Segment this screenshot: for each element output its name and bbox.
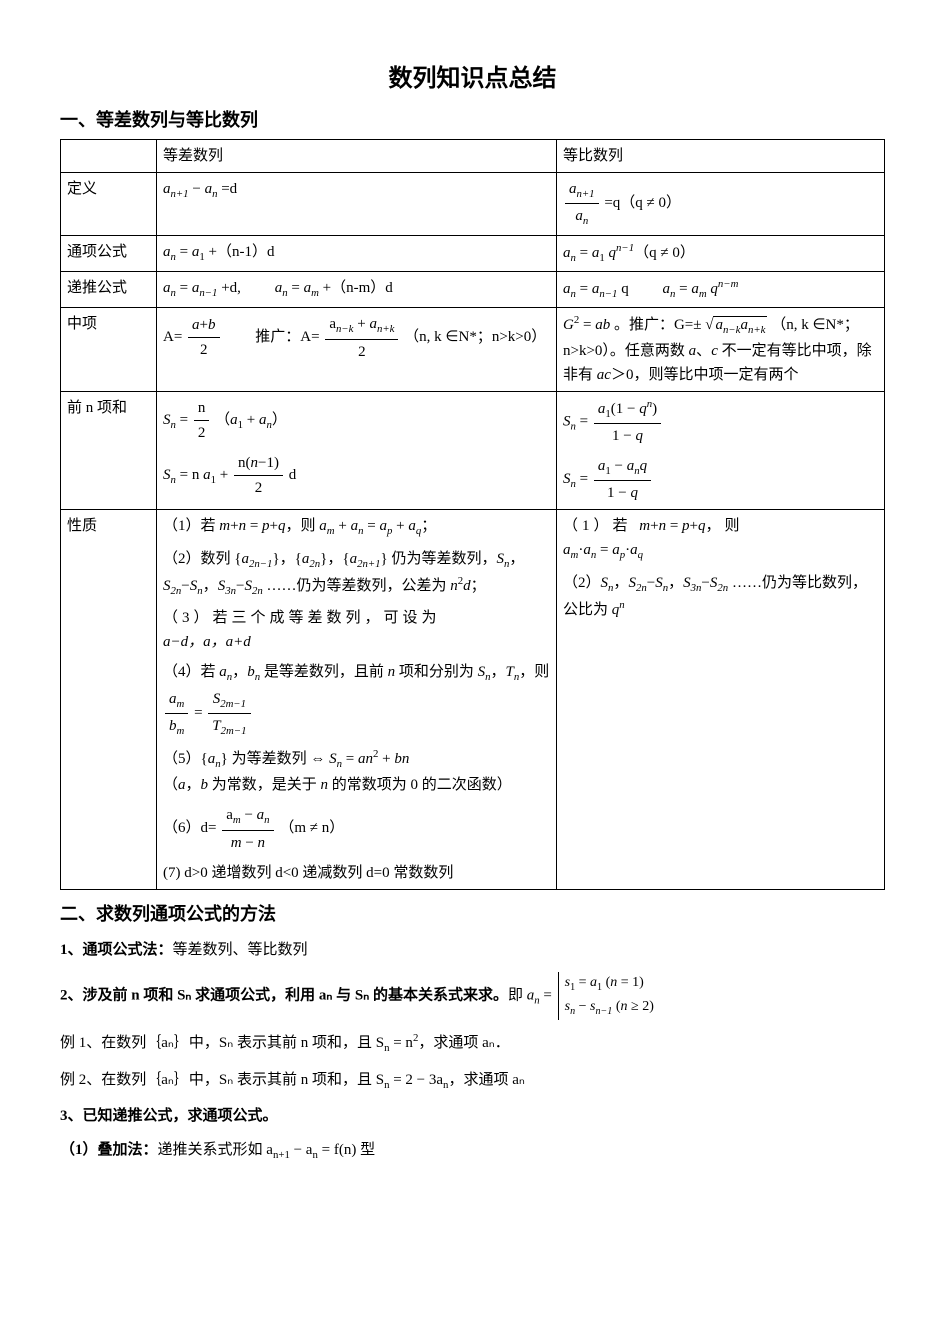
text: ＞0，则等比中项一定有两个 — [611, 367, 799, 383]
text: ，求通项 aₙ — [448, 1072, 524, 1088]
table-row: 通项公式 an = a1 +（n-1）d an = a1 qn−1（q ≠ 0） — [61, 235, 885, 271]
text: （m ≠ n） — [279, 820, 344, 836]
cell-def-ap: an+1 − an =d — [157, 173, 557, 236]
cell-mid-gp: G2 = ab 。推广：G=± an−kan+k （n, k ∈N*；n>k>0… — [557, 308, 885, 392]
text: ，则 — [286, 518, 320, 534]
cell-head-ap: 等差数列 — [157, 140, 557, 173]
text: +（n-m）d — [319, 280, 393, 296]
example-1: 例 1、在数列｛aₙ｝中，Sₙ 表示其前 n 项和，且 Sn = n2，求通项 … — [60, 1030, 885, 1057]
table-row: 递推公式 an = an−1 +d, an = am +（n-m）d an = … — [61, 271, 885, 307]
text: 仍为等差数列， — [388, 551, 497, 567]
paragraph: 1、通项公式法：等差数列、等比数列 — [60, 938, 885, 962]
row-label-mid: 中项 — [61, 308, 157, 392]
table-row: 中项 A= a+b2 推广：A= an−k + an+k 2 （n, k ∈N*… — [61, 308, 885, 392]
cell-rec-gp: an = an−1 q an = am qn−m — [557, 271, 885, 307]
text: （1）若 — [563, 518, 639, 534]
text: ） — [272, 412, 287, 428]
table-row: 性质 （1）若 m+n = p+q，则 am + an = ap + aq； （… — [61, 510, 885, 889]
paragraph: 2、涉及前 n 项和 Sₙ 求通项公式，利用 aₙ 与 Sₙ 的基本关系式来求。… — [60, 972, 885, 1020]
text: ，则 — [519, 664, 549, 680]
text: 等差数列、等比数列 — [173, 942, 308, 958]
text: （6）d= — [163, 820, 220, 836]
text: （1）若 — [163, 518, 219, 534]
text: +d, — [217, 280, 270, 296]
text: ，则 — [706, 518, 744, 534]
text: 例 1、在数列｛aₙ｝中，Sₙ 表示其前 n 项和，且 — [60, 1035, 376, 1051]
text: 型 — [356, 1142, 375, 1158]
text: （ — [163, 777, 178, 793]
cell-prop-ap: （1）若 m+n = p+q，则 am + an = ap + aq； （2）数… — [157, 510, 557, 889]
table-row: 定义 an+1 − an =d an+1 an =q（q ≠ 0） — [61, 173, 885, 236]
cell-def-gp: an+1 an =q（q ≠ 0） — [557, 173, 885, 236]
row-label-prop: 性质 — [61, 510, 157, 889]
text: q — [617, 281, 658, 297]
text: ，求通项 aₙ． — [418, 1035, 509, 1051]
paragraph: 3、已知递推公式，求通项公式。 — [60, 1104, 885, 1128]
text: 递推关系式形如 — [158, 1142, 267, 1158]
section-2-heading: 二、求数列通项公式的方法 — [60, 900, 885, 929]
text: 。推广：G=± — [614, 317, 705, 333]
cell-gen-gp: an = a1 qn−1（q ≠ 0） — [557, 235, 885, 271]
cell-rec-ap: an = an−1 +d, an = am +（n-m）d — [157, 271, 557, 307]
text: 推广：A= — [225, 329, 323, 345]
row-label-definition: 定义 — [61, 173, 157, 236]
text: +（n-1）d — [205, 244, 275, 260]
page-title: 数列知识点总结 — [60, 60, 885, 98]
text: （2） — [563, 575, 601, 591]
row-label-general: 通项公式 — [61, 235, 157, 271]
text: 2、涉及前 n 项和 Sₙ 求通项公式，利用 aₙ 与 Sₙ 的基本关系式来求。 — [60, 988, 508, 1004]
text: （5） — [163, 751, 201, 767]
table-row: 等差数列 等比数列 — [61, 140, 885, 173]
text: （n, k ∈N*；n>k>0） — [404, 329, 546, 345]
cell-sum-gp: Sn = a1(1 − qn) 1 − q Sn = a1 − anq 1 − … — [557, 391, 885, 510]
paragraph: （1）叠加法：递推关系式形如 an+1 − an = f(n) 型 — [60, 1138, 885, 1164]
row-label-recurrence: 递推公式 — [61, 271, 157, 307]
cell-prop-gp: （1）若 m+n = p+q，则 am·an = ap·aq （2）Sn，S2n… — [557, 510, 885, 889]
text: a−d，a，a+d — [163, 634, 251, 650]
section-1-heading: 一、等差数列与等比数列 — [60, 106, 885, 135]
text: 为常数，是关于 — [208, 777, 321, 793]
cell-head-gp: 等比数列 — [557, 140, 885, 173]
text: （1）叠加法： — [60, 1142, 158, 1158]
text: （3）若三个成等差数列，可设为 — [163, 610, 441, 626]
text: 项和分别为 — [395, 664, 478, 680]
row-label-sum: 前 n 项和 — [61, 391, 157, 510]
cell-blank — [61, 140, 157, 173]
text: （2）数列 — [163, 551, 234, 567]
cell-mid-ap: A= a+b2 推广：A= an−k + an+k 2 （n, k ∈N*；n>… — [157, 308, 557, 392]
cell-sum-ap: Sn = n2 （a1 + an） Sn = n a1 + n(n−1)2 d — [157, 391, 557, 510]
text: （q ≠ 0） — [634, 245, 695, 261]
text: （4）若 — [163, 664, 219, 680]
text: 例 2、在数列｛aₙ｝中，Sₙ 表示其前 n 项和，且 — [60, 1072, 376, 1088]
cell-gen-ap: an = a1 +（n-1）d — [157, 235, 557, 271]
text: ……仍为等差数列，公差为 — [263, 578, 451, 594]
text: 是等差数列，且前 — [260, 664, 388, 680]
text: A= — [163, 329, 186, 345]
text: =d — [217, 181, 237, 197]
table-row: 前 n 项和 Sn = n2 （a1 + an） Sn = n a1 + n(n… — [61, 391, 885, 510]
text: d — [285, 467, 296, 483]
example-2: 例 2、在数列｛aₙ｝中，Sₙ 表示其前 n 项和，且 Sn = 2 − 3an… — [60, 1068, 885, 1094]
text: 的常数项为 0 的二次函数） — [328, 777, 512, 793]
text: 即 — [508, 988, 527, 1004]
text: (7) d>0 递增数列 d<0 递减数列 d=0 常数数列 — [163, 861, 550, 885]
text: ； — [421, 518, 436, 534]
text: ； — [471, 578, 486, 594]
text: 为等差数列 ⇔ — [228, 751, 329, 767]
text: 1、通项公式法： — [60, 942, 173, 958]
text: （ — [215, 412, 230, 428]
text: =q（q ≠ 0） — [601, 195, 681, 211]
comparison-table: 等差数列 等比数列 定义 an+1 − an =d an+1 an =q（q ≠… — [60, 139, 885, 889]
